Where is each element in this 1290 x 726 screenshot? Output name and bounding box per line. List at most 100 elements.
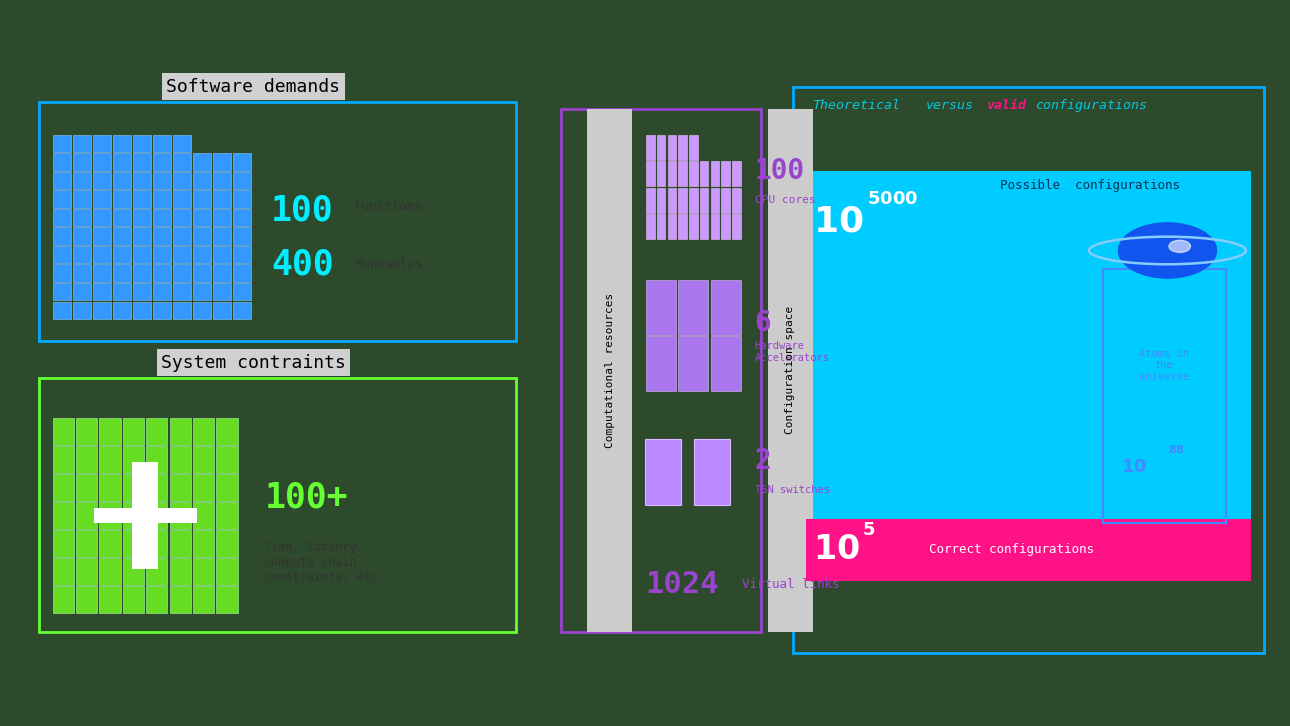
- Bar: [699, 187, 708, 213]
- Bar: [217, 446, 237, 473]
- Bar: [53, 246, 71, 264]
- Bar: [657, 161, 666, 187]
- Text: 2: 2: [755, 447, 771, 475]
- Bar: [112, 246, 130, 264]
- Bar: [152, 190, 170, 208]
- Bar: [169, 502, 191, 529]
- Bar: [93, 264, 111, 282]
- Bar: [146, 530, 168, 557]
- Text: configurations: configurations: [1036, 99, 1148, 112]
- Bar: [169, 558, 191, 585]
- Bar: [217, 558, 237, 585]
- Bar: [99, 474, 121, 501]
- Bar: [53, 418, 74, 445]
- Bar: [123, 530, 144, 557]
- Bar: [133, 227, 151, 245]
- Bar: [173, 246, 191, 264]
- Bar: [152, 153, 170, 171]
- Bar: [169, 474, 191, 501]
- Bar: [192, 190, 210, 208]
- Text: Correct configurations: Correct configurations: [929, 543, 1094, 556]
- Bar: [679, 336, 708, 391]
- Bar: [194, 474, 214, 501]
- Bar: [39, 102, 516, 341]
- Text: 100+: 100+: [264, 481, 348, 514]
- Text: System contraints: System contraints: [161, 354, 346, 372]
- Bar: [173, 301, 191, 319]
- Bar: [76, 502, 97, 529]
- Bar: [689, 135, 698, 160]
- Bar: [721, 214, 730, 239]
- Bar: [53, 446, 74, 473]
- Bar: [133, 153, 151, 171]
- Bar: [53, 135, 71, 152]
- Bar: [146, 446, 168, 473]
- Bar: [213, 190, 231, 208]
- Text: $\mathbf{10}$: $\mathbf{10}$: [813, 533, 859, 566]
- Bar: [194, 586, 214, 613]
- Bar: [112, 283, 130, 301]
- Bar: [133, 264, 151, 282]
- Bar: [213, 209, 231, 227]
- Bar: [112, 264, 130, 282]
- Bar: [76, 586, 97, 613]
- Bar: [217, 418, 237, 445]
- Bar: [146, 558, 168, 585]
- Bar: [689, 187, 698, 213]
- Bar: [646, 187, 655, 213]
- Bar: [217, 586, 237, 613]
- Bar: [173, 264, 191, 282]
- Text: versus: versus: [926, 99, 974, 112]
- Bar: [146, 586, 168, 613]
- Bar: [53, 502, 74, 529]
- Bar: [711, 161, 720, 187]
- Bar: [99, 586, 121, 613]
- Bar: [152, 172, 170, 189]
- Bar: [99, 502, 121, 529]
- Bar: [657, 214, 666, 239]
- Bar: [53, 558, 74, 585]
- Bar: [99, 558, 121, 585]
- Bar: [194, 502, 214, 529]
- Bar: [689, 214, 698, 239]
- Bar: [93, 227, 111, 245]
- Bar: [694, 439, 730, 505]
- Bar: [112, 172, 130, 189]
- Bar: [667, 135, 676, 160]
- Bar: [123, 418, 144, 445]
- Bar: [133, 301, 151, 319]
- Bar: [232, 172, 250, 189]
- Text: 1024: 1024: [645, 570, 719, 599]
- Bar: [645, 439, 681, 505]
- Bar: [173, 227, 191, 245]
- Bar: [93, 301, 111, 319]
- Bar: [93, 172, 111, 189]
- Bar: [192, 209, 210, 227]
- Bar: [768, 109, 813, 632]
- Bar: [72, 264, 90, 282]
- Bar: [806, 171, 1251, 581]
- Bar: [679, 280, 708, 335]
- Bar: [152, 246, 170, 264]
- Bar: [217, 474, 237, 501]
- Text: Theoretical: Theoretical: [813, 99, 900, 112]
- Bar: [806, 519, 1251, 581]
- Circle shape: [1118, 223, 1216, 278]
- Bar: [152, 264, 170, 282]
- Bar: [721, 187, 730, 213]
- Bar: [646, 280, 676, 335]
- Text: Functions: Functions: [355, 200, 422, 213]
- Bar: [53, 530, 74, 557]
- Bar: [152, 301, 170, 319]
- Bar: [646, 161, 655, 187]
- Bar: [646, 336, 676, 391]
- Bar: [711, 187, 720, 213]
- Bar: [123, 502, 144, 529]
- Bar: [123, 558, 144, 585]
- Bar: [123, 474, 144, 501]
- Bar: [192, 153, 210, 171]
- Bar: [232, 209, 250, 227]
- Bar: [53, 586, 74, 613]
- Bar: [76, 446, 97, 473]
- Bar: [194, 530, 214, 557]
